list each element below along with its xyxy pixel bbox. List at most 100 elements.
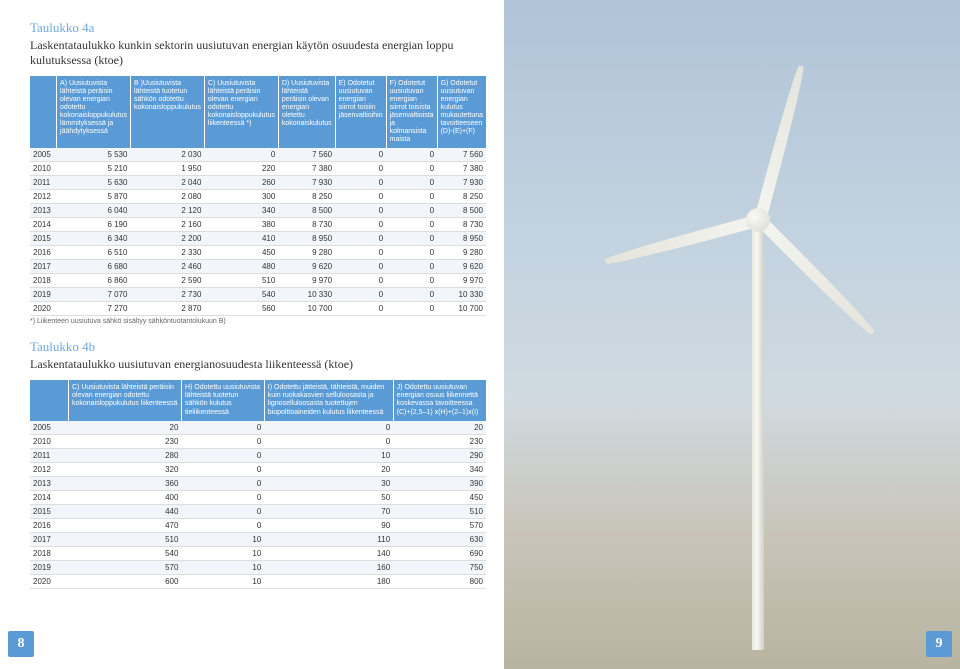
table-cell: 20 [393, 421, 486, 435]
table-cell: 0 [386, 260, 437, 274]
table-cell: 0 [335, 190, 386, 204]
table-cell: 540 [204, 288, 278, 302]
table-cell: 9 280 [278, 246, 335, 260]
table-row: 20176 6802 4604809 620009 620 [30, 260, 486, 274]
column-header: E) Odotetut uusiutuvan energian siirrot … [335, 76, 386, 148]
table-row: 20197 0702 73054010 3300010 330 [30, 288, 486, 302]
table-cell: 8 730 [437, 218, 486, 232]
table-cell: 230 [69, 434, 182, 448]
table-cell: 9 970 [278, 274, 335, 288]
table-cell: 2016 [30, 246, 57, 260]
column-header: J) Odotettu uusiutuvan energian osuus li… [393, 380, 486, 420]
table-cell: 0 [181, 504, 264, 518]
table-row: 20156 3402 2004108 950008 950 [30, 232, 486, 246]
table-cell: 2016 [30, 518, 69, 532]
table-cell: 0 [335, 148, 386, 162]
table-cell: 600 [69, 574, 182, 588]
table-cell: 2 080 [130, 190, 204, 204]
table-cell: 2018 [30, 274, 57, 288]
column-header: D) Uusiutuvista lähteistä peräisin oleva… [278, 76, 335, 148]
table-cell: 0 [386, 218, 437, 232]
table-cell: 0 [204, 148, 278, 162]
column-header [30, 380, 69, 420]
table-cell: 2015 [30, 232, 57, 246]
column-header [30, 76, 57, 148]
table-cell: 0 [335, 176, 386, 190]
table-row: 2011280010290 [30, 448, 486, 462]
table-cell: 2 730 [130, 288, 204, 302]
table-cell: 540 [69, 546, 182, 560]
table-cell: 2 870 [130, 302, 204, 316]
table-cell: 8 250 [278, 190, 335, 204]
table-4a-footnote: *) Liikenteen uusiutuva sähkö sisältyy s… [30, 318, 486, 325]
table-cell: 8 950 [437, 232, 486, 246]
table-cell: 450 [393, 490, 486, 504]
table-cell: 70 [264, 504, 393, 518]
table-cell: 2 040 [130, 176, 204, 190]
table-row: 2016470090570 [30, 518, 486, 532]
table-cell: 10 [181, 532, 264, 546]
table-4b: C) Uusiutuvista lähteistä peräisin oleva… [30, 380, 486, 588]
table-cell: 10 700 [278, 302, 335, 316]
turbine-blade [749, 209, 878, 338]
table-cell: 0 [386, 204, 437, 218]
table-cell: 2005 [30, 148, 57, 162]
table-cell: 9 280 [437, 246, 486, 260]
table-cell: 50 [264, 490, 393, 504]
table-cell: 9 970 [437, 274, 486, 288]
page-number-right: 9 [926, 631, 952, 657]
table-cell: 8 730 [278, 218, 335, 232]
table-cell: 0 [386, 302, 437, 316]
table-cell: 30 [264, 476, 393, 490]
table-row: 201751010110630 [30, 532, 486, 546]
table-cell: 440 [69, 504, 182, 518]
table-cell: 450 [204, 246, 278, 260]
table-cell: 470 [69, 518, 182, 532]
table-cell: 0 [386, 288, 437, 302]
table-cell: 690 [393, 546, 486, 560]
table-cell: 0 [264, 434, 393, 448]
column-header: C) Uusiutuvista lähteistä peräisin oleva… [69, 380, 182, 420]
table-cell: 2010 [30, 162, 57, 176]
table-cell: 0 [181, 476, 264, 490]
table-cell: 220 [204, 162, 278, 176]
table-cell: 2012 [30, 462, 69, 476]
table-row: 20207 2702 87056010 7000010 700 [30, 302, 486, 316]
table-cell: 0 [335, 246, 386, 260]
table-row: 2015440070510 [30, 504, 486, 518]
table-row: 20055 5302 03007 560007 560 [30, 148, 486, 162]
table-cell: 5 870 [57, 190, 131, 204]
table-cell: 2 590 [130, 274, 204, 288]
table-cell: 6 040 [57, 204, 131, 218]
table-cell: 6 860 [57, 274, 131, 288]
table-cell: 2005 [30, 421, 69, 435]
table-cell: 2013 [30, 204, 57, 218]
table-cell: 9 620 [278, 260, 335, 274]
table-cell: 10 [181, 574, 264, 588]
table-cell: 7 930 [278, 176, 335, 190]
table-row: 2005200020 [30, 421, 486, 435]
table-cell: 340 [393, 462, 486, 476]
column-header: F) Odotetut uusiutuvan energian siirrot … [386, 76, 437, 148]
table-cell: 570 [69, 560, 182, 574]
table-cell: 570 [393, 518, 486, 532]
table-cell: 10 [181, 560, 264, 574]
table-cell: 10 330 [278, 288, 335, 302]
table-cell: 510 [393, 504, 486, 518]
table-cell: 110 [264, 532, 393, 546]
table-cell: 180 [264, 574, 393, 588]
table-row: 20105 2101 9502207 380007 380 [30, 162, 486, 176]
table-cell: 2017 [30, 532, 69, 546]
table-cell: 2011 [30, 448, 69, 462]
table-cell: 90 [264, 518, 393, 532]
table-cell: 0 [335, 162, 386, 176]
table-cell: 2010 [30, 434, 69, 448]
table-cell: 10 700 [437, 302, 486, 316]
table-cell: 2 160 [130, 218, 204, 232]
table-cell: 2014 [30, 218, 57, 232]
table-cell: 5 530 [57, 148, 131, 162]
table-cell: 5 210 [57, 162, 131, 176]
table-cell: 8 950 [278, 232, 335, 246]
table-cell: 0 [181, 448, 264, 462]
column-header: B )Uusiutuvista lähteistä tuotetun sähkö… [130, 76, 204, 148]
